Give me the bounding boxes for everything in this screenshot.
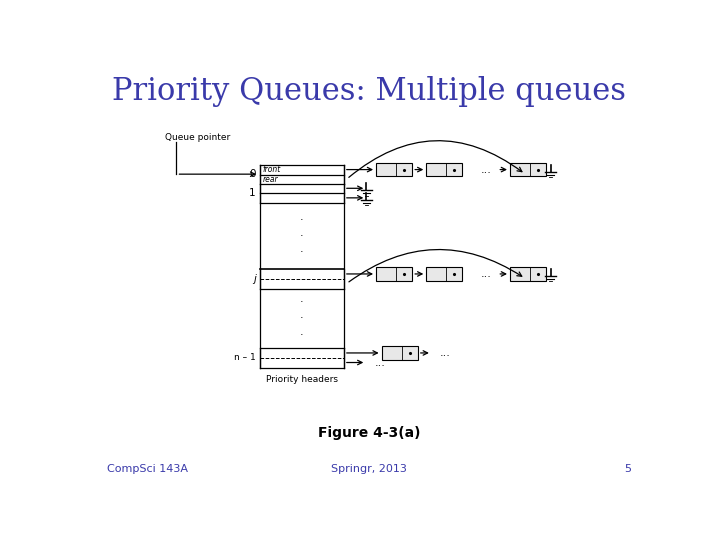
Text: 1: 1 xyxy=(249,188,256,198)
Text: Queue pointer: Queue pointer xyxy=(166,133,230,141)
Text: j: j xyxy=(253,274,256,284)
Text: Figure 4-3(a): Figure 4-3(a) xyxy=(318,426,420,440)
Text: ...: ... xyxy=(440,348,451,358)
FancyArrowPatch shape xyxy=(348,141,522,177)
Bar xyxy=(510,163,546,176)
Text: ...: ... xyxy=(374,357,385,368)
Text: 5: 5 xyxy=(624,464,631,474)
Text: rear: rear xyxy=(262,174,278,184)
Text: ...: ... xyxy=(481,269,492,279)
Bar xyxy=(376,267,413,281)
Text: n – 1: n – 1 xyxy=(234,354,256,362)
Text: ·
·
·: · · · xyxy=(300,215,304,258)
Bar xyxy=(382,346,418,360)
Bar xyxy=(376,163,413,176)
Text: front: front xyxy=(262,165,281,174)
Text: ...: ... xyxy=(481,165,492,174)
Text: Priority Queues: Multiple queues: Priority Queues: Multiple queues xyxy=(112,76,626,107)
Text: Priority headers: Priority headers xyxy=(266,375,338,384)
FancyArrowPatch shape xyxy=(349,249,522,282)
Text: CompSci 143A: CompSci 143A xyxy=(107,464,188,474)
Text: ·
·
·: · · · xyxy=(300,297,304,340)
Text: Springr, 2013: Springr, 2013 xyxy=(331,464,407,474)
Bar xyxy=(426,163,462,176)
Bar xyxy=(426,267,462,281)
Bar xyxy=(510,267,546,281)
Text: 0: 0 xyxy=(249,169,256,179)
